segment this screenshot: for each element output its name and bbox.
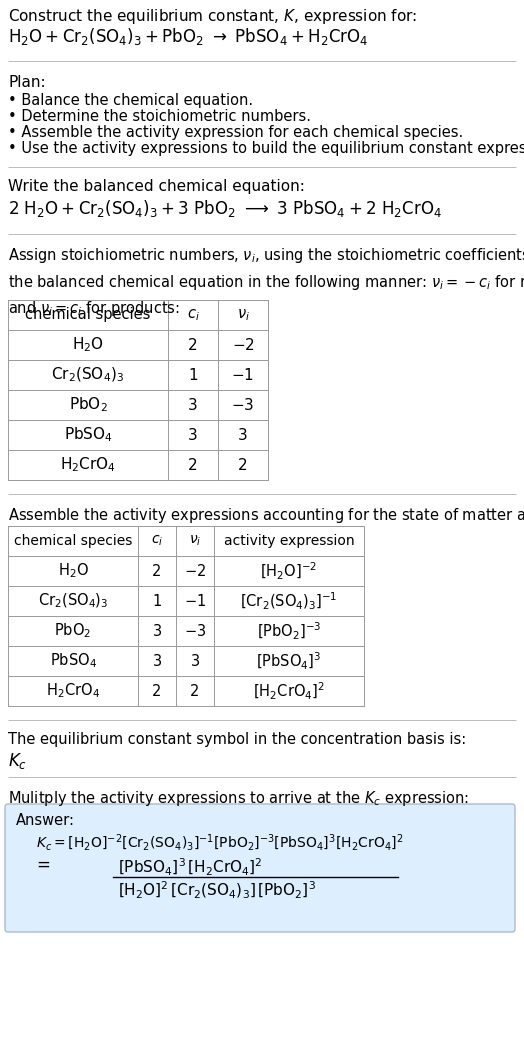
Text: $\mathrm{H_2O}$: $\mathrm{H_2O}$ bbox=[58, 561, 89, 580]
Text: Write the balanced chemical equation:: Write the balanced chemical equation: bbox=[8, 179, 305, 194]
Text: $-2$: $-2$ bbox=[232, 336, 255, 353]
Text: chemical species: chemical species bbox=[14, 534, 132, 548]
Text: Assemble the activity expressions accounting for the state of matter and $\nu_i$: Assemble the activity expressions accoun… bbox=[8, 506, 524, 525]
Text: • Use the activity expressions to build the equilibrium constant expression.: • Use the activity expressions to build … bbox=[8, 141, 524, 156]
Text: • Assemble the activity expression for each chemical species.: • Assemble the activity expression for e… bbox=[8, 125, 463, 140]
Text: $\nu_i$: $\nu_i$ bbox=[189, 534, 201, 549]
Text: 3: 3 bbox=[152, 653, 161, 669]
Text: 2: 2 bbox=[188, 338, 198, 352]
Text: $\mathrm{PbO_2}$: $\mathrm{PbO_2}$ bbox=[69, 396, 107, 415]
Text: 3: 3 bbox=[188, 397, 198, 413]
Text: $-2$: $-2$ bbox=[184, 563, 206, 579]
Text: $-3$: $-3$ bbox=[232, 397, 255, 413]
Text: 2: 2 bbox=[238, 458, 248, 472]
Text: $\mathrm{PbSO_4}$: $\mathrm{PbSO_4}$ bbox=[50, 652, 96, 670]
Text: 3: 3 bbox=[152, 624, 161, 638]
Text: $c_i$: $c_i$ bbox=[187, 307, 200, 323]
Text: $\mathrm{H_2CrO_4}$: $\mathrm{H_2CrO_4}$ bbox=[46, 681, 100, 700]
Text: $\mathrm{Cr_2(SO_4)_3}$: $\mathrm{Cr_2(SO_4)_3}$ bbox=[38, 591, 108, 610]
Text: $\mathrm{H_2CrO_4}$: $\mathrm{H_2CrO_4}$ bbox=[60, 456, 116, 474]
Text: • Determine the stoichiometric numbers.: • Determine the stoichiometric numbers. bbox=[8, 109, 311, 124]
Text: $[\mathrm{PbO_2}]^{-3}$: $[\mathrm{PbO_2}]^{-3}$ bbox=[257, 621, 321, 642]
Text: 3: 3 bbox=[190, 653, 200, 669]
Text: $-3$: $-3$ bbox=[184, 623, 206, 638]
Text: $K_c = [\mathrm{H_2O}]^{-2}[\mathrm{Cr_2(SO_4)_3}]^{-1}[\mathrm{PbO_2}]^{-3}[\ma: $K_c = [\mathrm{H_2O}]^{-2}[\mathrm{Cr_2… bbox=[36, 833, 403, 854]
Text: 1: 1 bbox=[152, 594, 161, 608]
Text: The equilibrium constant symbol in the concentration basis is:: The equilibrium constant symbol in the c… bbox=[8, 732, 466, 747]
Text: Construct the equilibrium constant, $K$, expression for:: Construct the equilibrium constant, $K$,… bbox=[8, 7, 417, 26]
Text: Mulitply the activity expressions to arrive at the $K_c$ expression:: Mulitply the activity expressions to arr… bbox=[8, 789, 469, 808]
Text: $-1$: $-1$ bbox=[232, 367, 255, 384]
Text: $-1$: $-1$ bbox=[184, 593, 206, 609]
Text: $[\mathrm{H_2CrO_4}]^2$: $[\mathrm{H_2CrO_4}]^2$ bbox=[253, 680, 325, 701]
Text: $[\mathrm{Cr_2(SO_4)_3}]^{-1}$: $[\mathrm{Cr_2(SO_4)_3}]^{-1}$ bbox=[241, 590, 338, 611]
Text: $\nu_i$: $\nu_i$ bbox=[236, 307, 249, 323]
Text: $\mathrm{PbO_2}$: $\mathrm{PbO_2}$ bbox=[54, 622, 92, 641]
Text: $[\mathrm{PbSO_4}]^3\,[\mathrm{H_2CrO_4}]^2$: $[\mathrm{PbSO_4}]^3\,[\mathrm{H_2CrO_4}… bbox=[118, 857, 263, 878]
Text: $[\mathrm{H_2O}]^2\,[\mathrm{Cr_2(SO_4)_3}]\,[\mathrm{PbO_2}]^3$: $[\mathrm{H_2O}]^2\,[\mathrm{Cr_2(SO_4)_… bbox=[118, 880, 316, 901]
Text: 3: 3 bbox=[188, 427, 198, 442]
Text: $[\mathrm{PbSO_4}]^3$: $[\mathrm{PbSO_4}]^3$ bbox=[256, 650, 322, 672]
Text: Assign stoichiometric numbers, $\nu_i$, using the stoichiometric coefficients, $: Assign stoichiometric numbers, $\nu_i$, … bbox=[8, 246, 524, 319]
Text: 2: 2 bbox=[188, 458, 198, 472]
Text: $\mathrm{2\ H_2O + Cr_2(SO_4)_3 + 3\ PbO_2}$$\ \longrightarrow\ $$\mathrm{3\ PbS: $\mathrm{2\ H_2O + Cr_2(SO_4)_3 + 3\ PbO… bbox=[8, 198, 442, 219]
Text: 1: 1 bbox=[188, 368, 198, 382]
FancyBboxPatch shape bbox=[5, 804, 515, 932]
Text: • Balance the chemical equation.: • Balance the chemical equation. bbox=[8, 93, 253, 108]
Text: Plan:: Plan: bbox=[8, 75, 46, 90]
Text: $K_c$: $K_c$ bbox=[8, 751, 27, 771]
Text: Answer:: Answer: bbox=[16, 813, 75, 828]
Text: =: = bbox=[36, 856, 50, 874]
Text: $c_i$: $c_i$ bbox=[151, 534, 163, 549]
Text: 2: 2 bbox=[152, 683, 162, 698]
Text: chemical species: chemical species bbox=[25, 307, 151, 323]
Text: $\mathrm{H_2O + Cr_2(SO_4)_3 + PbO_2}$$\ \rightarrow\ $$\mathrm{PbSO_4 + H_2CrO_: $\mathrm{H_2O + Cr_2(SO_4)_3 + PbO_2}$$\… bbox=[8, 26, 368, 47]
Text: $[\mathrm{H_2O}]^{-2}$: $[\mathrm{H_2O}]^{-2}$ bbox=[260, 560, 318, 582]
Text: activity expression: activity expression bbox=[224, 534, 354, 548]
Text: $\mathrm{Cr_2(SO_4)_3}$: $\mathrm{Cr_2(SO_4)_3}$ bbox=[51, 366, 125, 385]
Text: 2: 2 bbox=[152, 563, 162, 579]
Text: $\mathrm{H_2O}$: $\mathrm{H_2O}$ bbox=[72, 335, 104, 354]
Text: 2: 2 bbox=[190, 683, 200, 698]
Text: 3: 3 bbox=[238, 427, 248, 442]
Text: $\mathrm{PbSO_4}$: $\mathrm{PbSO_4}$ bbox=[63, 425, 113, 444]
